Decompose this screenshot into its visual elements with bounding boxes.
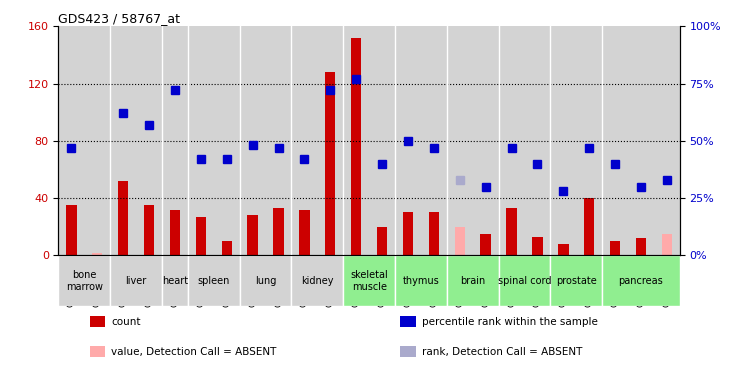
- Bar: [299, 210, 310, 255]
- Text: bone
marrow: bone marrow: [66, 270, 103, 292]
- Text: count: count: [111, 316, 141, 327]
- Bar: [118, 181, 129, 255]
- Text: prostate: prostate: [556, 276, 596, 286]
- Text: thymus: thymus: [403, 276, 439, 286]
- Bar: [90, 346, 105, 357]
- Bar: [480, 234, 491, 255]
- Bar: [636, 238, 646, 255]
- Bar: [584, 198, 594, 255]
- FancyBboxPatch shape: [240, 255, 292, 306]
- FancyBboxPatch shape: [292, 255, 344, 306]
- FancyBboxPatch shape: [162, 255, 188, 306]
- FancyBboxPatch shape: [550, 255, 602, 306]
- Text: spleen: spleen: [197, 276, 230, 286]
- Text: spinal cord: spinal cord: [498, 276, 551, 286]
- FancyBboxPatch shape: [344, 255, 395, 306]
- Text: skeletal
muscle: skeletal muscle: [350, 270, 388, 292]
- Text: lung: lung: [255, 276, 276, 286]
- FancyBboxPatch shape: [58, 255, 110, 306]
- FancyBboxPatch shape: [447, 255, 499, 306]
- Bar: [455, 227, 465, 255]
- Text: GDS423 / 58767_at: GDS423 / 58767_at: [58, 12, 181, 25]
- Bar: [403, 213, 413, 255]
- Bar: [401, 315, 416, 327]
- Text: brain: brain: [460, 276, 485, 286]
- Text: value, Detection Call = ABSENT: value, Detection Call = ABSENT: [111, 347, 276, 357]
- Bar: [428, 213, 439, 255]
- Bar: [196, 217, 206, 255]
- Bar: [351, 38, 361, 255]
- Text: heart: heart: [162, 276, 188, 286]
- FancyBboxPatch shape: [395, 255, 447, 306]
- Text: pancreas: pancreas: [618, 276, 663, 286]
- FancyBboxPatch shape: [499, 255, 550, 306]
- Bar: [610, 241, 621, 255]
- Bar: [507, 208, 517, 255]
- Bar: [144, 205, 154, 255]
- Bar: [248, 215, 258, 255]
- Bar: [67, 205, 77, 255]
- Bar: [377, 227, 387, 255]
- Bar: [221, 241, 232, 255]
- Bar: [90, 315, 105, 327]
- Text: kidney: kidney: [301, 276, 333, 286]
- Bar: [170, 210, 180, 255]
- Bar: [532, 237, 542, 255]
- Bar: [558, 244, 569, 255]
- Bar: [401, 346, 416, 357]
- Text: rank, Detection Call = ABSENT: rank, Detection Call = ABSENT: [422, 347, 583, 357]
- FancyBboxPatch shape: [602, 255, 680, 306]
- FancyBboxPatch shape: [110, 255, 162, 306]
- Bar: [273, 208, 284, 255]
- Text: liver: liver: [126, 276, 147, 286]
- Bar: [325, 72, 336, 255]
- Bar: [92, 253, 102, 255]
- FancyBboxPatch shape: [188, 255, 240, 306]
- Text: percentile rank within the sample: percentile rank within the sample: [422, 316, 598, 327]
- Bar: [662, 234, 672, 255]
